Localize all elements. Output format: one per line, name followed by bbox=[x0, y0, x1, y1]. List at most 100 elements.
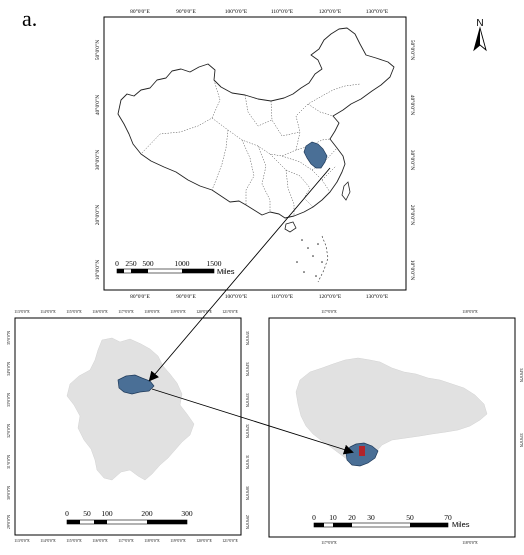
anhui-province-map bbox=[66, 337, 195, 481]
scale-label: 100 bbox=[101, 509, 113, 518]
tick-label: 100°0'0"E bbox=[225, 8, 248, 15]
tick-label: 33°0'0"N bbox=[245, 393, 249, 407]
scale-label: 20 bbox=[348, 513, 356, 522]
scale-label: 1000 bbox=[175, 259, 190, 268]
tick-label: 30°0'0"N bbox=[94, 150, 101, 170]
panel-b-left-ticks: 35°0'0"N 34°0'0"N 33°0'0"N 32°0'0"N 31°0… bbox=[7, 331, 11, 529]
connector-arrows bbox=[148, 167, 354, 455]
panel-c-top-ticks: 117°0'0"E 118°0'0"E bbox=[321, 310, 478, 314]
nine-dash-line bbox=[317, 235, 329, 283]
tick-label: 117°0'0"E bbox=[118, 310, 134, 314]
panel-b-right-ticks: 35°0'0"N 34°0'0"N 33°0'0"N 32°0'0"N 31°0… bbox=[245, 331, 249, 529]
panel-a-label: a. bbox=[22, 6, 37, 31]
tick-label: 34°0'0"N bbox=[245, 362, 249, 376]
scale-label: 50 bbox=[83, 509, 91, 518]
tick-label: 33°0'0"N bbox=[7, 393, 11, 407]
panel-a-right-ticks: 50°0'0"N 40°0'0"N 30°0'0"N 20°0'0"N 10°0… bbox=[409, 40, 416, 280]
tick-label: 118°0'0"E bbox=[144, 310, 160, 314]
tick-label: 130°0'0"E bbox=[366, 293, 389, 300]
tick-label: 100°0'0"E bbox=[225, 293, 248, 300]
tick-label: 110°0'0"E bbox=[271, 293, 294, 300]
tick-label: 30°0'0"N bbox=[409, 150, 416, 170]
tick-label: 120°0'0"E bbox=[196, 310, 212, 314]
scale-label: 50 bbox=[406, 513, 414, 522]
tick-label: 10°0'0"N bbox=[94, 260, 101, 280]
tick-label: 32°0'0"N bbox=[7, 424, 11, 438]
tick-label: 29°0'0"N bbox=[245, 515, 249, 529]
tick-label: 34°0'0"N bbox=[519, 368, 523, 382]
tick-label: 120°0'0"E bbox=[319, 293, 342, 300]
tick-label: 115°0'0"E bbox=[66, 310, 82, 314]
tick-label: 40°0'0"N bbox=[94, 95, 101, 115]
panel-a-bottom-ticks: 80°0'0"E 90°0'0"E 100°0'0"E 110°0'0"E 12… bbox=[130, 293, 389, 300]
tick-label: 31°0'0"N bbox=[245, 455, 249, 469]
tick-label: 113°0'0"E bbox=[14, 539, 30, 543]
tick-label: 120°0'0"E bbox=[319, 8, 342, 15]
scale-label: 70 bbox=[444, 513, 452, 522]
panel-b-scalebar: 0 50 100 200 300 bbox=[65, 509, 193, 525]
scale-unit: Miles bbox=[452, 520, 470, 529]
scale-label: 0 bbox=[115, 259, 119, 268]
tick-label: 116°0'0"E bbox=[92, 539, 108, 543]
study-site-marker bbox=[359, 446, 365, 456]
panel-a-left-ticks: 50°0'0"N 40°0'0"N 30°0'0"N 20°0'0"N 10°0… bbox=[94, 40, 101, 280]
tick-label: 110°0'0"E bbox=[271, 8, 294, 15]
scale-label: 300 bbox=[181, 509, 193, 518]
tick-label: 119°0'0"E bbox=[170, 539, 186, 543]
tick-label: 50°0'0"N bbox=[409, 40, 416, 60]
anhui-province-highlight bbox=[303, 141, 328, 169]
panel-b-bottom-ticks: 113°0'0"E 114°0'0"E 115°0'0"E 116°0'0"E … bbox=[14, 539, 238, 543]
tick-label: 80°0'0"E bbox=[130, 293, 150, 300]
tick-label: 116°0'0"E bbox=[92, 310, 108, 314]
panel-c-right-ticks: 34°0'0"N 33°0'0"N bbox=[519, 368, 523, 447]
tick-label: 121°0'0"E bbox=[222, 539, 238, 543]
tick-label: 30°0'0"N bbox=[245, 486, 249, 500]
taiwan-island bbox=[341, 181, 351, 201]
tick-label: 80°0'0"E bbox=[130, 8, 150, 15]
tick-label: 119°0'0"E bbox=[170, 310, 186, 314]
tick-label: 32°0'0"N bbox=[245, 424, 249, 438]
tick-label: 113°0'0"E bbox=[14, 310, 30, 314]
panel-c: c. 117°0'0"E 118°0'0"E 117°0'0"E 118°0'0… bbox=[268, 310, 523, 545]
north-arrow: N bbox=[473, 18, 487, 52]
tick-label: 40°0'0"N bbox=[409, 95, 416, 115]
scale-unit: Miles bbox=[217, 267, 235, 276]
tick-label: 117°0'0"E bbox=[118, 539, 134, 543]
panel-b: b. 113°0'0"E 114°0'0"E 115°0'0"E 116°0'0… bbox=[7, 310, 249, 543]
tick-label: 35°0'0"N bbox=[245, 331, 249, 345]
tick-label: 118°0'0"E bbox=[462, 541, 478, 545]
arrow-a-to-b bbox=[148, 167, 331, 382]
panel-c-bottom-ticks: 117°0'0"E 118°0'0"E bbox=[321, 541, 478, 545]
panel-a: a. 80°0'0"E 90°0'0"E 100°0'0"E 110°0'0"E… bbox=[22, 6, 487, 300]
tick-label: 114°0'0"E bbox=[40, 539, 56, 543]
scale-label: 250 bbox=[125, 259, 137, 268]
arrow-b-to-c bbox=[151, 388, 354, 455]
north-label: N bbox=[476, 18, 483, 29]
scale-label: 10 bbox=[329, 513, 337, 522]
tick-label: 90°0'0"E bbox=[176, 8, 196, 15]
panel-c-scalebar: 0 10 20 30 50 70 Miles bbox=[312, 513, 470, 529]
tick-label: 117°0'0"E bbox=[321, 541, 337, 545]
scale-label: 0 bbox=[65, 509, 69, 518]
panel-a-top-ticks: 80°0'0"E 90°0'0"E 100°0'0"E 110°0'0"E 12… bbox=[130, 8, 389, 15]
south-sea-islands bbox=[296, 239, 323, 277]
scale-label: 1500 bbox=[207, 259, 222, 268]
tick-label: 117°0'0"E bbox=[321, 310, 337, 314]
scale-label: 500 bbox=[142, 259, 154, 268]
tick-label: 30°0'0"N bbox=[7, 486, 11, 500]
tick-label: 118°0'0"E bbox=[144, 539, 160, 543]
tick-label: 20°0'0"N bbox=[409, 205, 416, 225]
tick-label: 90°0'0"E bbox=[176, 293, 196, 300]
tick-label: 120°0'0"E bbox=[196, 539, 212, 543]
tick-label: 118°0'0"E bbox=[462, 310, 478, 314]
tick-label: 114°0'0"E bbox=[40, 310, 56, 314]
scale-label: 30 bbox=[367, 513, 375, 522]
hainan-island bbox=[284, 221, 297, 233]
panel-a-scalebar: 0 250 500 1000 1500 Miles bbox=[115, 259, 235, 276]
tick-label: 130°0'0"E bbox=[366, 8, 389, 15]
province-borders bbox=[140, 79, 361, 216]
city-highlight bbox=[117, 374, 155, 395]
tick-label: 29°0'0"N bbox=[7, 515, 11, 529]
tick-label: 50°0'0"N bbox=[94, 40, 101, 60]
